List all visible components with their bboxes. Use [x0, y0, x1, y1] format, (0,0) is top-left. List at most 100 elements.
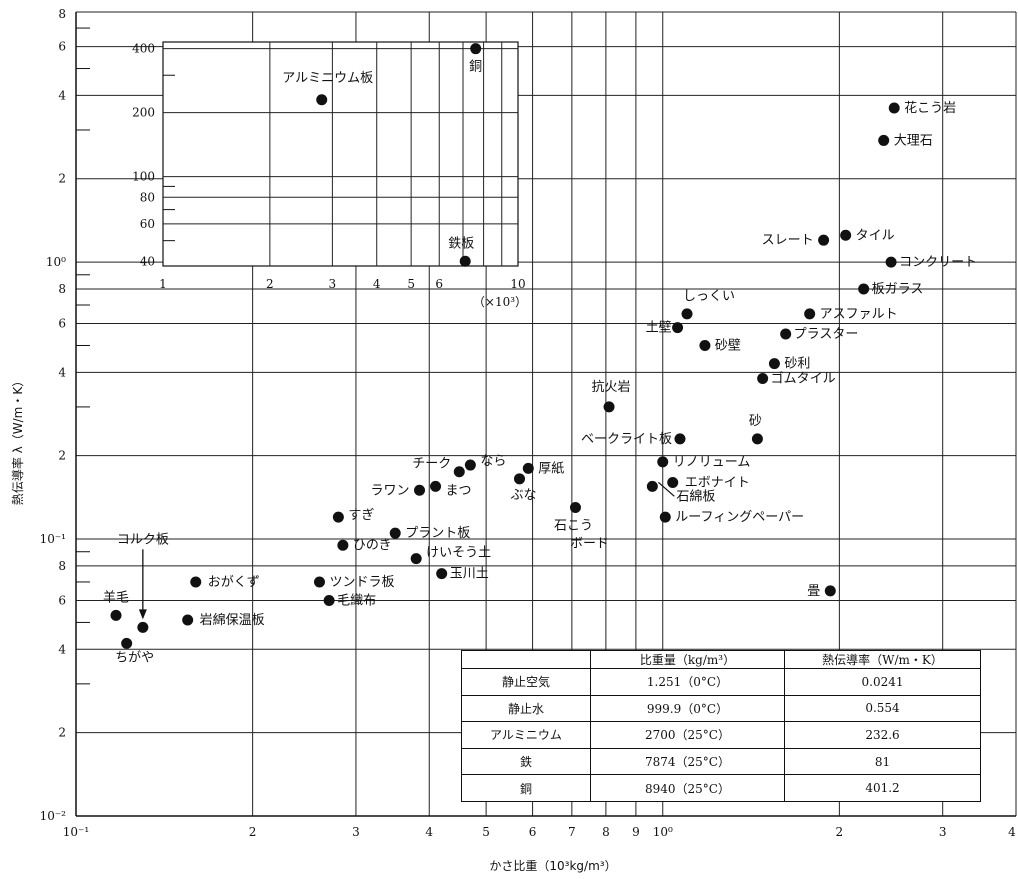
x-tick-label: 4 — [425, 825, 433, 839]
data-point — [603, 401, 615, 413]
y-tick-label: 4 — [58, 88, 66, 102]
inset-y-tick-label: 80 — [140, 190, 155, 204]
y-tick-label: 6 — [58, 317, 66, 331]
data-point-label: エボナイト — [685, 476, 750, 491]
x-tick-label: 5 — [482, 825, 490, 839]
data-point — [751, 433, 763, 445]
y-tick-label: 2 — [58, 449, 66, 463]
data-point — [514, 473, 526, 485]
table-cell: 静止水 — [461, 694, 591, 723]
data-point-label: アスファルト — [820, 307, 898, 322]
data-point — [337, 539, 349, 551]
data-point-label: 砂利 — [784, 357, 810, 372]
y-tick-label: 6 — [58, 593, 66, 607]
data-point-label: ラワン — [371, 483, 410, 498]
data-point — [858, 283, 870, 295]
data-point — [436, 568, 448, 580]
x-tick-label: 10⁰ — [653, 825, 673, 839]
y-tick-label: 4 — [58, 642, 66, 656]
data-point — [840, 229, 852, 241]
table-row: 静止空気 1.251（0°C） 0.0241 — [461, 668, 981, 696]
data-point-label: リノリューム — [673, 455, 751, 470]
y-tick-label: 8 — [58, 7, 66, 21]
inset-frame — [162, 41, 519, 267]
y-tick-label: 8 — [58, 559, 66, 573]
data-point-label: コンクリート — [899, 255, 977, 270]
data-point-label: すぎ — [348, 508, 374, 523]
data-point — [414, 484, 426, 496]
x-tick-label: 6 — [529, 825, 537, 839]
x-tick-label: 2 — [836, 825, 844, 839]
data-point-label: タイル — [856, 228, 895, 243]
data-point-label-line: ボード — [570, 536, 609, 551]
data-point — [121, 637, 133, 649]
table-cell: 2700（25°C） — [590, 721, 785, 749]
data-point-label: 砂 — [749, 414, 762, 429]
data-point-label: 花こう岩 — [904, 100, 956, 116]
leader-line — [657, 481, 675, 497]
inset-y-tick-label: 40 — [140, 254, 155, 268]
data-point-label: おがくず — [208, 575, 260, 590]
y-tick-label: 10⁻² — [40, 809, 67, 823]
inset-x-tick-label: 1 — [159, 277, 167, 291]
data-point — [768, 358, 780, 370]
table-cell: 1.251（0°C） — [590, 668, 785, 696]
data-point-label: 石綿板 — [676, 489, 715, 504]
table-cell: 8940（25°C） — [590, 774, 785, 802]
data-point-label: ツンドラ板 — [329, 575, 394, 590]
table-header-cell: 熱伝導率（W/m・K） — [784, 650, 981, 669]
data-point — [699, 339, 711, 351]
y-tick-label: 4 — [58, 365, 66, 379]
y-tick-label: 2 — [58, 172, 66, 186]
data-point-label: しっくい — [683, 289, 735, 304]
data-point — [804, 308, 816, 320]
y-axis-title: 熱伝導率 λ（W/m・K） — [10, 375, 25, 505]
table-row: 静止水 999.9（0°C） 0.554 — [461, 694, 981, 723]
data-point — [885, 256, 897, 268]
table-row: 銅 8940（25°C） 401.2 — [461, 774, 981, 802]
y-tick-label: 10⁻¹ — [40, 532, 66, 546]
table-header-cell — [461, 650, 591, 669]
x-tick-label: 3 — [352, 825, 360, 839]
data-point — [888, 102, 900, 114]
data-point-label: 砂壁 — [715, 338, 741, 353]
data-point-label: ぶな — [510, 488, 536, 503]
table-cell: 232.6 — [784, 721, 981, 749]
table-header-row: 比重量（kg/m³） 熱伝導率（W/m・K） — [461, 650, 981, 669]
table-row: 鉄 7874（25°C） 81 — [461, 747, 981, 776]
table-cell: 0.554 — [784, 694, 981, 723]
data-point — [522, 462, 534, 474]
data-point-label: 毛織布 — [337, 593, 376, 608]
data-point — [137, 621, 149, 633]
data-point-label: プラスター — [794, 327, 859, 342]
data-point — [818, 234, 830, 246]
inset-chart: 1 2 3 4 5 6 10 40 60 80 100 200 400 （×10³） アルミニウム板 銅鉄板 — [132, 41, 527, 309]
data-point — [332, 511, 344, 523]
data-point — [646, 480, 658, 492]
data-point-label: 抗火岩 — [592, 380, 631, 395]
data-point-label: けいそう土 — [426, 546, 491, 561]
table-cell: 81 — [784, 747, 981, 776]
properties-table: 比重量（kg/m³） 熱伝導率（W/m・K） 静止空気 1.251（0°C） 0… — [461, 650, 981, 802]
main-tick-labels: 10⁻¹ 2 3 4 5 6 7 8 9 10⁰ 2 3 4 10⁻² 2 4 6 8 10⁻¹ 2 4 6 8 10⁰ 2 4 6… — [40, 7, 1017, 839]
x-tick-label: 7 — [568, 825, 576, 839]
inset-x-tick-label: 3 — [329, 277, 337, 291]
data-point-label: 板ガラス — [872, 282, 924, 297]
data-point-label: スレート — [762, 233, 814, 248]
data-point — [569, 501, 581, 513]
data-point — [464, 459, 476, 471]
data-point — [389, 527, 401, 539]
x-tick-label: 9 — [632, 825, 640, 839]
y-tick-label: 2 — [58, 726, 66, 740]
table-cell: 0.0241 — [784, 668, 981, 696]
data-point-label: ひのき — [353, 538, 392, 553]
inset-data-point-label: 鉄板 — [448, 236, 474, 251]
data-point — [323, 594, 335, 606]
data-point — [313, 576, 325, 588]
inset-x-tick-label: 5 — [407, 277, 415, 291]
inset-data-point — [459, 255, 471, 267]
data-point-label: プラント板 — [405, 526, 470, 541]
data-point — [430, 480, 442, 492]
y-tick-label: 6 — [58, 40, 66, 54]
data-point-label: ベークライト板 — [581, 432, 672, 447]
